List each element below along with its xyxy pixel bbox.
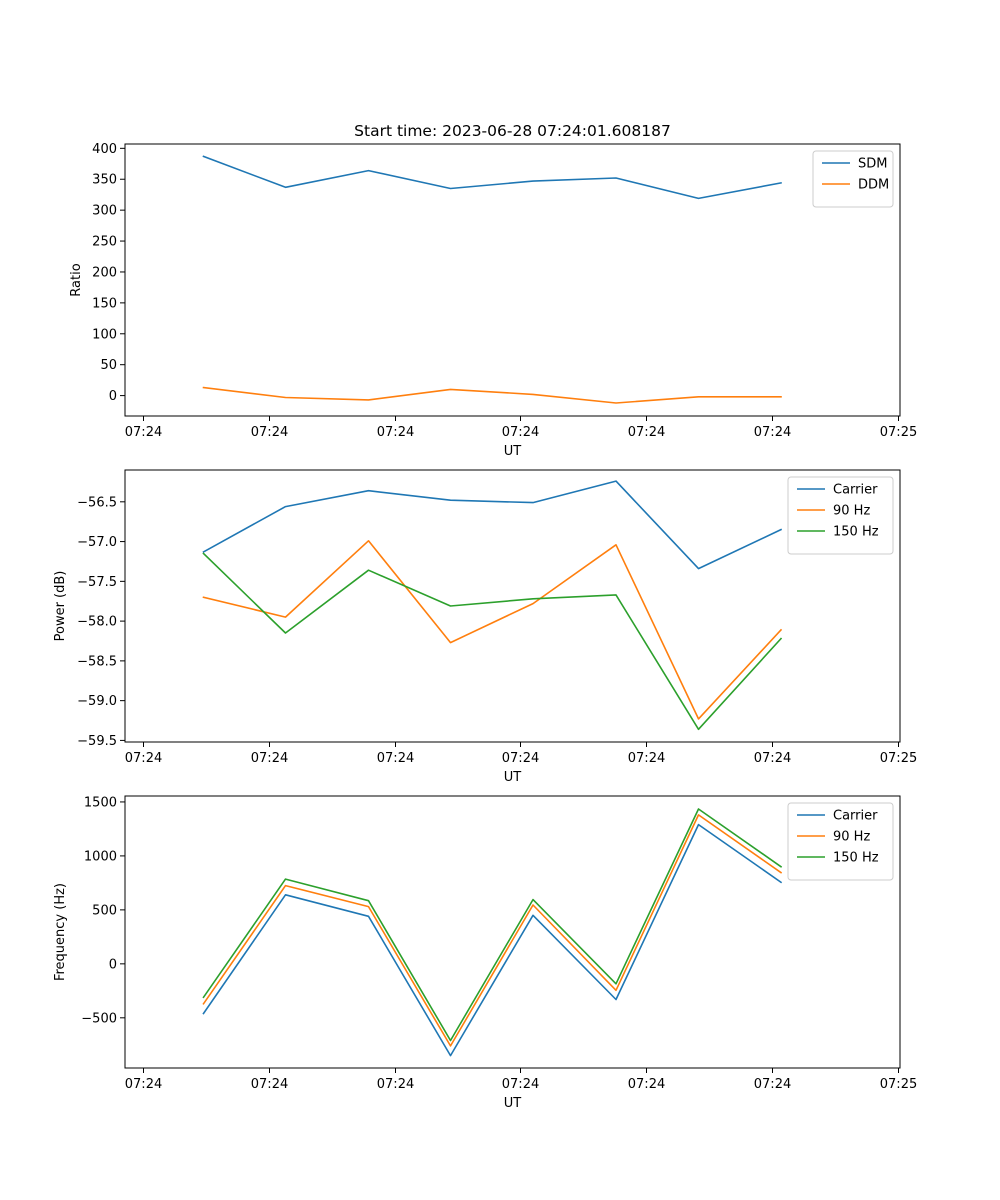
legend-label: 90 Hz bbox=[833, 830, 870, 845]
y-tick-label: 350 bbox=[92, 173, 117, 188]
subplot-1: 07:24 07:24 07:24 07:24 07:24 07:24 07:25 0 50 10… bbox=[69, 142, 917, 459]
x-tick-label: 07:24 bbox=[377, 425, 414, 440]
y-tick-label: 1500 bbox=[84, 795, 117, 810]
y-tick-label: −58.0 bbox=[77, 615, 117, 630]
x-tick-label: 07:24 bbox=[628, 751, 665, 766]
x-tick-label: 07:24 bbox=[125, 425, 162, 440]
legend-label: Carrier bbox=[833, 809, 878, 824]
x-tick-label: 07:24 bbox=[754, 1077, 791, 1092]
legend-label: DDM bbox=[858, 178, 889, 193]
y-tick-label: −56.5 bbox=[77, 495, 117, 510]
y-tick-label: −57.5 bbox=[77, 575, 117, 590]
y-tick-label: 500 bbox=[92, 903, 117, 918]
y-tick-label: 100 bbox=[92, 327, 117, 342]
legend-frame bbox=[787, 802, 894, 881]
series-line-sdm bbox=[202, 155, 782, 200]
legend-label: 150 Hz bbox=[833, 851, 879, 866]
y-axis-label: Ratio bbox=[69, 263, 84, 296]
legend: SDM DDM bbox=[812, 150, 894, 208]
x-tick-label: 07:24 bbox=[502, 751, 539, 766]
y-tick-label: 400 bbox=[92, 142, 117, 157]
legend-label: 150 Hz bbox=[833, 525, 879, 540]
x-tick-label: 07:24 bbox=[125, 1077, 162, 1092]
legend: Carrier 90 Hz 150 Hz bbox=[787, 476, 894, 555]
series-line-90-hz bbox=[202, 539, 783, 720]
axes-frame bbox=[124, 795, 901, 1069]
subplot-3: 07:24 07:24 07:24 07:24 07:24 07:24 07:25 −500 0… bbox=[53, 795, 917, 1111]
x-tick-label: 07:24 bbox=[502, 425, 539, 440]
legend-label: Carrier bbox=[833, 483, 878, 498]
y-tick-label: 300 bbox=[92, 204, 117, 219]
x-tick-label: 07:25 bbox=[880, 1077, 917, 1092]
x-tick-label: 07:25 bbox=[880, 425, 917, 440]
legend: Carrier 90 Hz 150 Hz bbox=[787, 802, 894, 881]
series-line-150-hz bbox=[202, 808, 783, 1042]
y-tick-label: 150 bbox=[92, 296, 117, 311]
x-tick-label: 07:24 bbox=[377, 1077, 414, 1092]
x-tick-label: 07:24 bbox=[125, 751, 162, 766]
y-tick-label: −58.5 bbox=[77, 654, 117, 669]
y-tick-label: 50 bbox=[100, 358, 117, 373]
x-tick-label: 07:24 bbox=[502, 1077, 539, 1092]
legend-label: 90 Hz bbox=[833, 504, 870, 519]
subplot-2: 07:24 07:24 07:24 07:24 07:24 07:24 07:25 −56.5… bbox=[53, 469, 917, 785]
x-tick-label: 07:24 bbox=[251, 751, 288, 766]
legend-label: SDM bbox=[858, 157, 887, 172]
y-tick-label: 0 bbox=[109, 389, 117, 404]
y-tick-label: −59.0 bbox=[77, 694, 117, 709]
x-tick-label: 07:24 bbox=[754, 751, 791, 766]
x-tick-label: 07:24 bbox=[628, 425, 665, 440]
x-tick-label: 07:24 bbox=[251, 1077, 288, 1092]
y-tick-label: −59.5 bbox=[77, 734, 117, 749]
axes-frame bbox=[124, 469, 901, 743]
series-line-carrier bbox=[202, 480, 783, 570]
x-tick-label: 07:24 bbox=[754, 425, 791, 440]
series-line-90-hz bbox=[202, 814, 783, 1047]
x-axis-label: UT bbox=[504, 1096, 522, 1111]
x-tick-label: 07:25 bbox=[880, 751, 917, 766]
x-tick-label: 07:24 bbox=[251, 425, 288, 440]
series-line-carrier bbox=[202, 823, 783, 1057]
y-tick-label: 0 bbox=[109, 957, 117, 972]
y-tick-label: 1000 bbox=[84, 849, 117, 864]
legend-frame bbox=[787, 476, 894, 555]
x-tick-label: 07:24 bbox=[628, 1077, 665, 1092]
legend-frame bbox=[812, 150, 894, 208]
y-tick-label: −500 bbox=[81, 1011, 117, 1026]
x-axis-label: UT bbox=[504, 444, 522, 459]
x-axis-label: UT bbox=[504, 770, 522, 785]
y-axis-label: Power (dB) bbox=[53, 571, 68, 642]
series-line-150-hz bbox=[202, 552, 783, 731]
y-axis-label: Frequency (Hz) bbox=[53, 883, 68, 981]
series-line-ddm bbox=[202, 386, 782, 404]
chart-title: Start time: 2023-06-28 07:24:01.608187 bbox=[354, 122, 671, 140]
y-tick-label: 250 bbox=[92, 235, 117, 250]
y-tick-label: 200 bbox=[92, 265, 117, 280]
x-tick-label: 07:24 bbox=[377, 751, 414, 766]
axes-frame bbox=[124, 143, 901, 417]
y-tick-label: −57.0 bbox=[77, 535, 117, 550]
